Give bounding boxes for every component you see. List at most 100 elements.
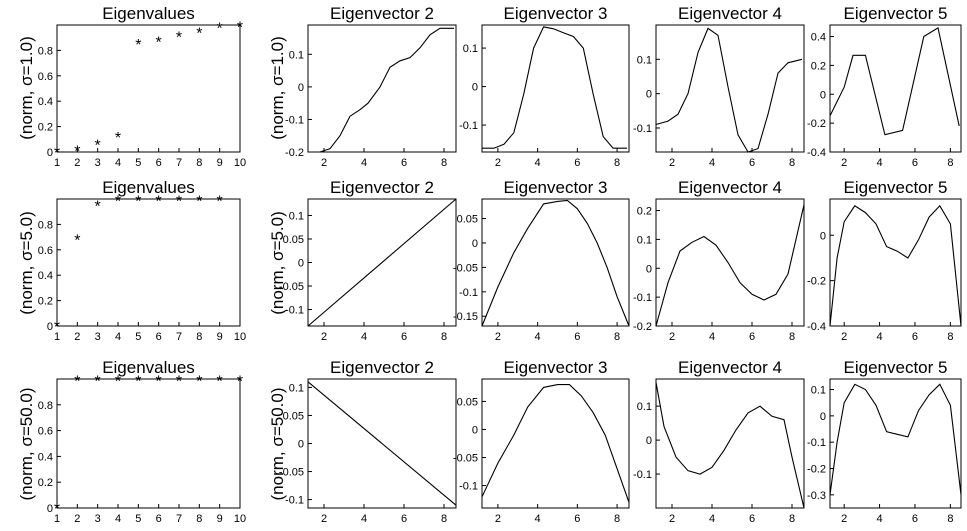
panel-title: Eigenvector 3 bbox=[504, 178, 608, 197]
x-tick-label: 4 bbox=[115, 157, 121, 169]
x-tick-label: 6 bbox=[574, 513, 580, 525]
x-tick-label: 3 bbox=[95, 157, 101, 169]
y-tick-label: -0.2 bbox=[807, 464, 826, 476]
x-tick-label: 2 bbox=[74, 513, 80, 525]
row-label-1: (norm, σ=5.0) bbox=[17, 211, 36, 315]
panel-title: Eigenvector 5 bbox=[844, 4, 948, 23]
y-tick-label: 0 bbox=[47, 503, 53, 515]
x-tick-label: 6 bbox=[749, 331, 755, 343]
eigenvalue-point: * bbox=[156, 193, 162, 210]
y-tick-label: 0.2 bbox=[811, 60, 826, 72]
eigenvalue-point: * bbox=[74, 233, 80, 250]
x-tick-label: 6 bbox=[749, 513, 755, 525]
eigenvector-line bbox=[829, 27, 960, 136]
eigenvalue-point: * bbox=[217, 373, 223, 390]
y-tick-label: -0.1 bbox=[459, 120, 478, 132]
x-tick-label: 8 bbox=[196, 513, 202, 525]
eigenvalue-point: * bbox=[217, 21, 223, 38]
y-tick-label: -0.1 bbox=[285, 114, 304, 126]
y-tick-label: 0 bbox=[472, 82, 478, 94]
panel-2-4: Eigenvector 5 2 4 6 8 -0.3 -0.2 -0.1 0 0.1 bbox=[807, 358, 962, 525]
x-tick-label: 10 bbox=[234, 157, 246, 169]
y-tick-label: 0.6 bbox=[38, 426, 53, 438]
panel-title: Eigenvalues bbox=[102, 178, 195, 197]
x-tick-label: 2 bbox=[495, 157, 501, 169]
y-tick-label: -0.05 bbox=[453, 453, 478, 465]
x-tick-label: 8 bbox=[789, 331, 795, 343]
x-tick-label: 7 bbox=[176, 513, 182, 525]
plot-frame bbox=[829, 378, 962, 509]
x-tick-label: 8 bbox=[789, 513, 795, 525]
x-tick-label: 4 bbox=[709, 331, 715, 343]
y-tick-label: -0.05 bbox=[279, 281, 304, 293]
panel-title: Eigenvector 3 bbox=[504, 4, 608, 23]
plot-frame bbox=[655, 378, 805, 509]
eigenvector-line bbox=[481, 384, 630, 503]
eigenvalue-point: * bbox=[217, 193, 223, 210]
x-tick-label: 4 bbox=[361, 157, 367, 169]
y-tick-label: 0.2 bbox=[38, 296, 53, 308]
plot-frame bbox=[307, 24, 457, 153]
panel-title: Eigenvector 2 bbox=[330, 358, 434, 377]
x-tick-label: 2 bbox=[74, 331, 80, 343]
x-tick-label: 8 bbox=[614, 331, 620, 343]
y-tick-label: 0.1 bbox=[289, 210, 304, 222]
panel-2-1: Eigenvector 2 2 4 6 8 -0.1 -0.05 0 0.05 0.1 bbox=[279, 358, 457, 525]
y-tick-label: 0 bbox=[298, 82, 304, 94]
y-tick-label: -0.2 bbox=[807, 276, 826, 288]
y-tick-label: 0.1 bbox=[637, 234, 652, 246]
y-tick-label: 0 bbox=[298, 439, 304, 451]
row-label-0-right: (norm, σ=1.0) bbox=[268, 36, 287, 140]
y-tick-label: 0.2 bbox=[38, 477, 53, 489]
y-tick-label: 0.4 bbox=[38, 451, 53, 463]
eigenvalue-point: * bbox=[135, 193, 141, 210]
x-tick-label: 8 bbox=[441, 513, 447, 525]
panel-0-1: Eigenvector 2 2 4 6 8 -0.2 -0.1 0 0.1 bbox=[285, 4, 457, 169]
panel-2-3: Eigenvector 4 2 4 6 8 -0.1 0 0.1 bbox=[633, 358, 805, 525]
x-tick-label: 2 bbox=[321, 157, 327, 169]
panel-title: Eigenvector 4 bbox=[678, 358, 782, 377]
x-tick-label: 4 bbox=[877, 513, 883, 525]
eigenvalue-point: * bbox=[74, 144, 80, 161]
eigenvector-line bbox=[655, 382, 805, 509]
x-tick-label: 6 bbox=[912, 513, 918, 525]
panel-title: Eigenvector 3 bbox=[504, 358, 608, 377]
plot-frame bbox=[56, 24, 241, 153]
x-tick-label: 8 bbox=[947, 157, 953, 169]
row-label-0: (norm, σ=1.0) bbox=[17, 36, 36, 140]
x-tick-label: 8 bbox=[196, 157, 202, 169]
eigenvector-line bbox=[655, 27, 803, 153]
x-tick-label: 6 bbox=[749, 157, 755, 169]
row-label-1-right: (norm, σ=5.0) bbox=[268, 211, 287, 315]
x-tick-label: 4 bbox=[877, 331, 883, 343]
eigenvalue-point: * bbox=[95, 373, 101, 390]
x-tick-label: 2 bbox=[669, 157, 675, 169]
panel-1-3: Eigenvector 4 2 4 6 8 -0.2 -0.1 0 0.1 0.2 bbox=[633, 178, 805, 343]
y-tick-label: 0.8 bbox=[38, 400, 53, 412]
panel-title: Eigenvector 4 bbox=[678, 4, 782, 23]
x-tick-label: 8 bbox=[441, 157, 447, 169]
x-tick-label: 8 bbox=[441, 331, 447, 343]
y-tick-label: 0.4 bbox=[38, 96, 53, 108]
y-tick-label: 0 bbox=[646, 435, 652, 447]
y-tick-label: 0.1 bbox=[289, 49, 304, 61]
x-tick-label: 6 bbox=[574, 157, 580, 169]
eigenvalue-point: * bbox=[156, 35, 162, 52]
row-label-2-right: (norm, σ=50.0) bbox=[268, 387, 287, 500]
y-tick-label: 0.6 bbox=[38, 71, 53, 83]
panel-1-2: Eigenvector 3 2 4 6 8 -0.15 -0.1 -0.05 0 0.05 bbox=[453, 178, 630, 343]
eigenvector-line bbox=[655, 204, 805, 327]
y-tick-label: -0.1 bbox=[633, 292, 652, 304]
y-tick-label: 0.1 bbox=[289, 382, 304, 394]
panel-0-0: Eigenvalues 1 2 3 4 5 6 7 8 9 10 0 0.2 0.4 0.6 0.8 * * * * *… bbox=[38, 4, 246, 169]
eigenvalue-point: * bbox=[196, 373, 202, 390]
x-tick-label: 4 bbox=[535, 157, 541, 169]
y-tick-label: 0.1 bbox=[637, 401, 652, 413]
x-tick-label: 6 bbox=[912, 331, 918, 343]
x-tick-label: 8 bbox=[614, 513, 620, 525]
plot-frame bbox=[481, 378, 630, 509]
x-tick-label: 2 bbox=[669, 513, 675, 525]
y-tick-label: 0 bbox=[820, 89, 826, 101]
x-tick-label: 6 bbox=[401, 331, 407, 343]
